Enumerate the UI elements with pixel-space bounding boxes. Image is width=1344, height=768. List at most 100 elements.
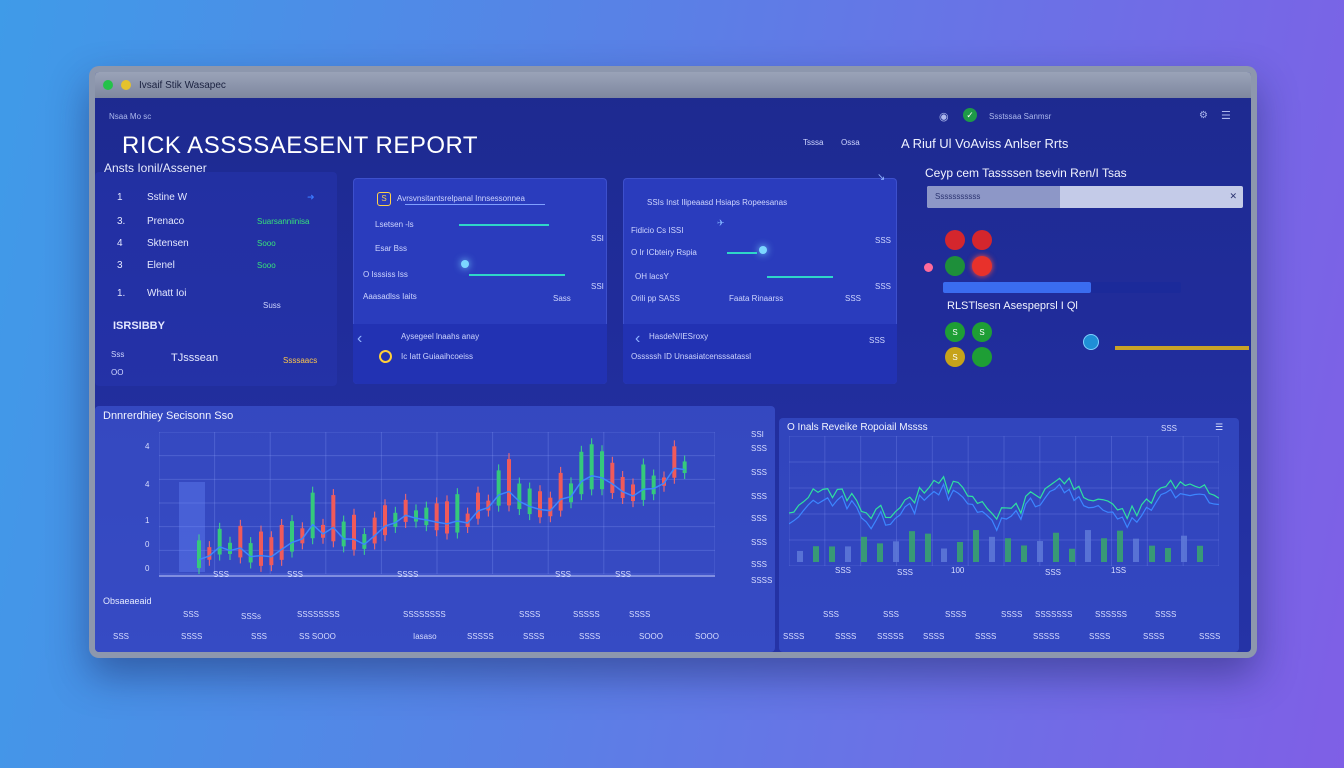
card-a-row-label: Esar Bss: [375, 244, 408, 253]
candle-body: [197, 540, 201, 568]
candle-body: [682, 461, 687, 474]
candle-body: [217, 528, 222, 555]
candle-body: [300, 528, 305, 544]
volume-bar: [1165, 548, 1171, 562]
status-dot[interactable]: [945, 230, 965, 250]
right-progress-fill: [927, 186, 1060, 208]
footer-cell: SSSS: [629, 610, 651, 619]
status-dot[interactable]: [972, 347, 992, 367]
timeline-handle[interactable]: [1083, 334, 1099, 350]
candle-body: [507, 459, 511, 506]
footer-cell: SSSS: [1143, 632, 1165, 641]
y-tick: 1: [145, 516, 150, 525]
candle-body: [600, 451, 604, 490]
volume-bar: [973, 530, 979, 562]
card-a-side-value: SSI: [591, 282, 604, 291]
card-b-footer: ‹ HasdeN/IESroxy SSS Osssssh ID Unsasiat…: [623, 324, 897, 384]
candle-body: [579, 451, 584, 495]
candle-body: [352, 514, 356, 550]
top-info-row: Nsaa Mo sc ◉ ✓ Ssstssaa Sanmsr ⚙ ☰: [95, 108, 1251, 124]
volume-bar: [1101, 538, 1107, 562]
right-bar-2-fill: [943, 282, 1091, 293]
menu-icon[interactable]: ☰: [1221, 110, 1231, 122]
rls-label: RLSTlsesn Asespeprsl I Ql: [947, 300, 1078, 312]
candle-body: [610, 462, 615, 493]
candlestick-chart[interactable]: [159, 432, 715, 582]
list-bottom-num: OO: [111, 368, 124, 377]
status-dot[interactable]: S: [945, 347, 965, 367]
candle-body: [620, 477, 625, 498]
average-line: [789, 482, 1219, 532]
footer-cell: SSS: [183, 610, 200, 619]
right-panel-nav-icon[interactable]: ↘: [877, 172, 886, 183]
card-b-plane-icon: ✈: [717, 218, 725, 228]
line-volume-chart[interactable]: [789, 436, 1219, 566]
card-a-marker-icon: [461, 260, 469, 268]
candle-body: [651, 475, 656, 495]
volume-bar: [909, 531, 915, 562]
card-a-prev-icon[interactable]: ‹: [357, 330, 363, 347]
candle-body: [641, 464, 646, 500]
volume-bar: [957, 541, 963, 562]
footer-cell: SSSS: [923, 632, 945, 641]
candle-body: [445, 501, 449, 534]
list-item-label[interactable]: Elenel: [147, 260, 175, 271]
right-chart-menu-icon[interactable]: ☰: [1215, 422, 1224, 432]
card-b-row-value: Faata Rinaarss: [729, 294, 784, 303]
footer-cell: SSSS: [523, 632, 545, 641]
card-b-bottom-value: SSS: [869, 336, 886, 345]
settings-icon[interactable]: ⚙: [1199, 110, 1208, 121]
card-b-row-label: Orili pp SASS: [631, 294, 680, 303]
y-tick: 0: [145, 540, 150, 549]
volume-bar: [861, 536, 867, 562]
status-dot[interactable]: S: [972, 322, 992, 342]
list-bottom-num: Sss: [111, 350, 125, 359]
card-a-side-value: SSI: [591, 234, 604, 243]
list-item-label[interactable]: Prenaco: [147, 216, 185, 227]
right-axis-tick: SSS: [751, 492, 768, 501]
list-item-num: 3.: [117, 216, 126, 227]
status-dot[interactable]: S: [945, 322, 965, 342]
status-dot[interactable]: [972, 256, 992, 276]
list-item-value: Sooo: [257, 261, 276, 270]
candle-body: [558, 472, 563, 511]
status-dot[interactable]: [945, 256, 965, 276]
list-item-label[interactable]: Sstine W: [147, 192, 188, 203]
candle-body: [383, 505, 387, 536]
list-item-label[interactable]: Whatt Ioi: [147, 288, 187, 299]
indicator-card-a: S Avrsvnsitantsrelpanal Innsessonnea Lse…: [353, 178, 607, 384]
right-progress-track[interactable]: Sssssssssss ✕: [927, 186, 1243, 208]
card-b-prev-icon[interactable]: ‹: [635, 330, 641, 347]
footer-cell: SS SOOO: [299, 632, 336, 641]
window-green-dot[interactable]: [103, 80, 113, 90]
app-screen: Ivsaif Stik Wasapec Nsaa Mo sc ◉ ✓ Sssts…: [95, 72, 1251, 652]
card-b-bottom-2: Osssssh ID Unsasiatcensssatassl: [631, 352, 752, 361]
candle-body: [331, 495, 336, 542]
candle-body: [465, 513, 470, 528]
volume-bar: [1181, 535, 1187, 562]
status-ok-icon[interactable]: ✓: [963, 108, 977, 122]
trend-line: [198, 467, 685, 561]
candle-body: [372, 517, 377, 544]
left-chart-panel: Dnnrerdhiey Secisonn Sso 4 4 1 0 0 SSS S…: [95, 406, 775, 652]
footer-cell: SSS: [251, 632, 268, 641]
footer-cell: SSSS: [1089, 632, 1111, 641]
left-chart-title: Dnnrerdhiey Secisonn Sso: [103, 410, 234, 422]
candle-body: [362, 534, 367, 549]
list-item-value: Suss: [263, 301, 281, 310]
candle-body: [538, 491, 542, 518]
header-center-small-2: Ossa: [841, 138, 860, 147]
right-progress-close-icon[interactable]: ✕: [1229, 191, 1237, 201]
list-item-label[interactable]: Sktensen: [147, 238, 189, 249]
candle-body: [414, 510, 418, 522]
y-tick: 4: [145, 442, 150, 451]
card-b-row-bar: [767, 276, 833, 278]
list-item-value: Sooo: [257, 239, 276, 248]
volume-bar: [797, 550, 803, 562]
help-icon[interactable]: ◉: [939, 111, 949, 123]
footer-cell: SSSSS: [877, 632, 904, 641]
footer-cell: SSS: [883, 610, 900, 619]
status-dot[interactable]: [972, 230, 992, 250]
footer-cell: SSS: [113, 632, 130, 641]
window-yellow-dot[interactable]: [121, 80, 131, 90]
